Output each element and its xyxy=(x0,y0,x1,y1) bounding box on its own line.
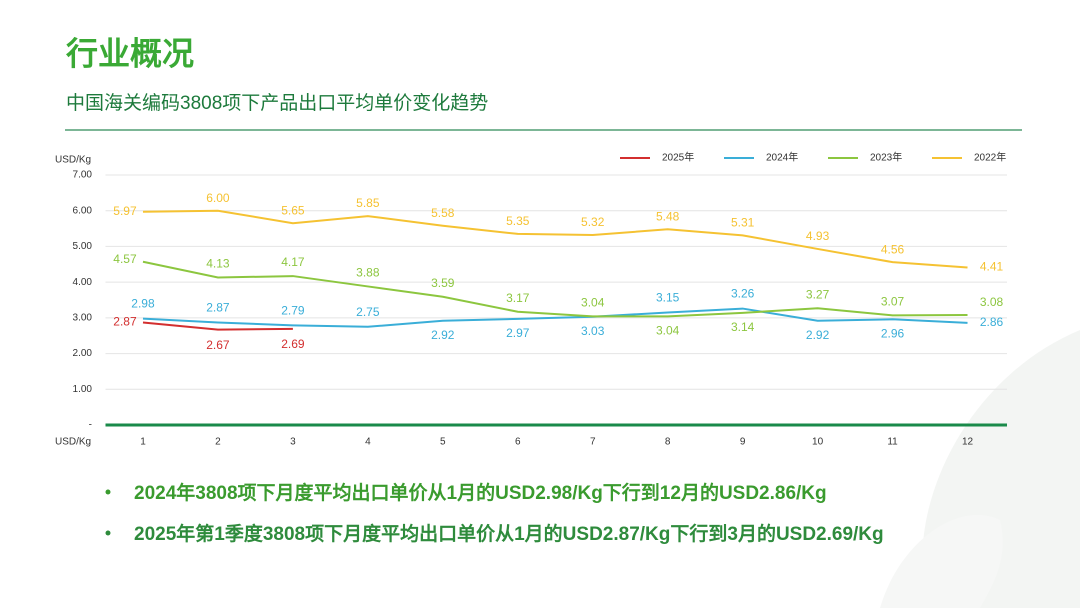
data-label: 3.14 xyxy=(731,320,755,334)
data-label: 2.67 xyxy=(206,338,230,352)
y-tick-label: 2.00 xyxy=(73,348,93,359)
y-tick-label: 5.00 xyxy=(73,241,93,252)
data-label: 3.08 xyxy=(980,295,1004,309)
x-tick-label: 8 xyxy=(665,437,671,448)
bullet-text: 2024年3808项下月度平均出口单价从1月的USD2.98/Kg下行到12月的… xyxy=(134,481,827,504)
data-label: 2.87 xyxy=(206,301,230,315)
data-label: 5.97 xyxy=(113,204,137,218)
data-label: 2.75 xyxy=(356,305,380,319)
x-tick-label: 3 xyxy=(290,437,296,448)
series-line xyxy=(142,307,968,328)
data-label: 5.35 xyxy=(506,214,530,228)
bullet-dot xyxy=(105,530,111,536)
x-tick-label: 6 xyxy=(515,437,521,448)
data-label: 6.00 xyxy=(206,191,230,205)
data-label: 3.03 xyxy=(581,324,605,338)
data-label: 3.04 xyxy=(656,324,680,338)
data-label: 2.69 xyxy=(281,337,305,351)
x-tick-label: 5 xyxy=(440,437,446,448)
legend-label: 2024年 xyxy=(766,151,798,164)
data-label: 4.57 xyxy=(113,252,137,266)
data-label: 4.17 xyxy=(281,255,305,269)
data-label: 2.86 xyxy=(980,315,1004,329)
data-label: 2.97 xyxy=(506,326,530,340)
title: 行业概况 xyxy=(66,35,194,71)
y-tick-label: - xyxy=(89,420,92,431)
y-tick-label: 7.00 xyxy=(73,170,93,181)
data-label: 5.85 xyxy=(356,196,380,210)
legend-label: 2023年 xyxy=(870,151,902,164)
data-label: 3.88 xyxy=(356,266,380,280)
y-tick-label: 3.00 xyxy=(73,312,93,323)
data-label: 4.56 xyxy=(881,242,905,256)
data-label: 3.15 xyxy=(656,291,680,305)
decoration xyxy=(880,514,1003,608)
x-axis-label: USD/Kg xyxy=(55,437,91,448)
series-line xyxy=(142,321,293,331)
y-tick-label: 4.00 xyxy=(73,277,93,288)
bullet-dot xyxy=(105,489,111,495)
data-label: 5.32 xyxy=(581,215,605,229)
data-label: 3.59 xyxy=(431,276,455,290)
x-tick-label: 1 xyxy=(140,437,146,448)
data-label: 5.48 xyxy=(656,209,680,223)
data-label: 2.98 xyxy=(131,297,155,311)
bullet-text: 2025年第1季度3808项下月度平均出口单价从1月的USD2.87/Kg下行到… xyxy=(134,522,884,545)
x-tick-label: 9 xyxy=(740,437,746,448)
y-tick-label: 6.00 xyxy=(73,205,93,216)
x-tick-label: 10 xyxy=(812,437,824,448)
x-tick-label: 12 xyxy=(962,437,974,448)
data-label: 3.07 xyxy=(881,295,905,309)
x-tick-label: 11 xyxy=(887,437,898,448)
y-tick-label: 1.00 xyxy=(73,384,93,395)
data-label: 2.96 xyxy=(881,326,905,340)
data-label: 2.92 xyxy=(806,328,830,342)
data-label: 3.26 xyxy=(731,287,755,301)
legend-label: 2022年 xyxy=(974,151,1006,164)
x-tick-label: 7 xyxy=(590,437,596,448)
x-tick-label: 4 xyxy=(365,437,371,448)
data-label: 4.41 xyxy=(980,260,1004,274)
data-label: 5.31 xyxy=(731,216,755,230)
series-line xyxy=(142,260,968,318)
x-tick-label: 2 xyxy=(215,437,221,448)
y-axis-label: USD/Kg xyxy=(55,155,91,166)
data-label: 3.27 xyxy=(806,287,830,301)
legend-label: 2025年 xyxy=(662,151,694,164)
data-label: 3.04 xyxy=(581,296,605,310)
data-label: 4.13 xyxy=(206,257,230,271)
subtitle: 中国海关编码3808项下产品出口平均单价变化趋势 xyxy=(66,92,488,114)
data-label: 5.58 xyxy=(431,206,455,220)
data-label: 4.93 xyxy=(806,229,830,243)
data-label: 2.79 xyxy=(281,304,305,318)
data-label: 5.65 xyxy=(281,203,305,217)
data-label: 3.17 xyxy=(506,291,530,305)
data-label: 2.87 xyxy=(113,315,137,329)
data-label: 2.92 xyxy=(431,328,455,342)
series-line xyxy=(142,209,968,269)
